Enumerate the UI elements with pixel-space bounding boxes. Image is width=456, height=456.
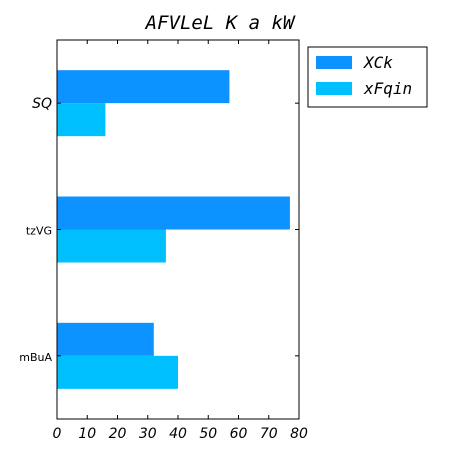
- x-tick-label: 20: [109, 426, 127, 442]
- y-tick-label: SQ: [32, 96, 52, 112]
- axes-group: SQ tzVG mBuA 0 10 20 30 40 50 60 70 80: [19, 39, 308, 442]
- x-tick-label: 80: [290, 426, 308, 442]
- x-tick-label: 60: [230, 426, 248, 442]
- x-tick-label: 40: [169, 426, 187, 442]
- x-tick-label: 50: [199, 426, 217, 442]
- bar-xFqin-mBuA: [57, 355, 178, 389]
- bars-group: [57, 70, 290, 389]
- legend-swatch-XCk: [316, 56, 352, 69]
- bar-XCk-tzVG: [57, 196, 290, 230]
- y-tick-label: mBuA: [19, 351, 52, 364]
- legend-swatch-xFqin: [316, 82, 352, 95]
- chart-title: AFVLeL K a kW: [145, 12, 296, 34]
- x-tick-label: 10: [78, 426, 96, 442]
- bar-XCk-SQ: [57, 70, 230, 104]
- legend-label-XCk: XCk: [363, 53, 393, 72]
- x-tick-label: 70: [260, 426, 278, 442]
- bar-xFqin-tzVG: [57, 229, 166, 263]
- x-tick-label: 0: [53, 426, 62, 442]
- legend-label-xFqin: xFqin: [363, 79, 412, 98]
- y-tick-label: tzVG: [26, 225, 52, 238]
- bar-xFqin-SQ: [57, 103, 106, 137]
- legend: XCk xFqin: [307, 46, 428, 108]
- bar-XCk-mBuA: [57, 322, 154, 356]
- x-tick-label: 30: [139, 426, 157, 442]
